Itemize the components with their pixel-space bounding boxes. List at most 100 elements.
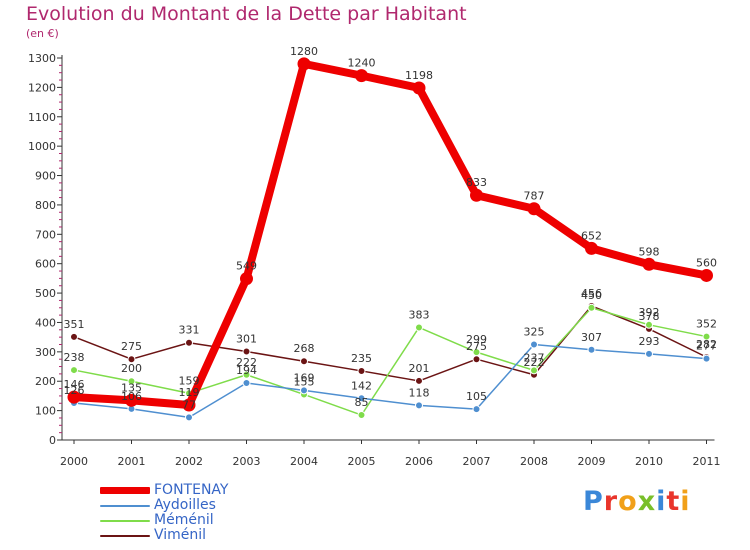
data-label: 119 xyxy=(179,386,200,399)
data-label: 331 xyxy=(179,324,200,337)
data-point xyxy=(472,355,481,364)
data-label: 833 xyxy=(466,176,487,189)
x-tick-label: 2005 xyxy=(348,455,376,468)
data-label: 598 xyxy=(639,245,660,258)
x-tick-label: 2004 xyxy=(290,455,318,468)
data-label: 277 xyxy=(696,340,717,353)
data-label: 456 xyxy=(581,287,602,300)
data-label: 450 xyxy=(581,289,602,302)
data-point xyxy=(355,69,368,83)
data-label: 293 xyxy=(639,335,660,348)
data-point xyxy=(645,320,653,329)
data-label: 282 xyxy=(696,338,717,351)
y-tick-label: 500 xyxy=(35,287,56,300)
data-label: 85 xyxy=(355,396,369,409)
data-point xyxy=(700,268,713,282)
chart-subtitle: (en €) xyxy=(26,27,59,40)
data-label: 787 xyxy=(524,190,545,203)
data-point xyxy=(242,347,251,356)
data-point xyxy=(67,390,81,404)
data-point xyxy=(297,57,311,71)
data-point xyxy=(70,366,78,375)
data-label: 351 xyxy=(64,318,85,331)
data-point xyxy=(702,332,711,341)
data-label: 352 xyxy=(696,318,717,331)
data-point xyxy=(472,405,481,414)
data-point xyxy=(415,376,423,385)
legend-label-memenil: Méménil xyxy=(154,512,214,528)
data-label: 268 xyxy=(294,342,315,355)
data-point xyxy=(185,338,193,347)
x-tick-label: 2001 xyxy=(118,455,146,468)
data-point xyxy=(300,357,308,366)
data-point xyxy=(127,377,136,386)
data-point xyxy=(470,188,483,202)
y-tick-label: 0 xyxy=(49,434,56,447)
data-label: 275 xyxy=(121,340,142,353)
x-tick-label: 2002 xyxy=(175,455,203,468)
data-label: 118 xyxy=(409,386,430,399)
data-point xyxy=(357,366,366,375)
logo-letter: P xyxy=(583,486,604,517)
y-tick-label: 200 xyxy=(35,375,56,388)
data-label: 194 xyxy=(236,364,257,377)
x-tick-label: 2011 xyxy=(693,455,721,468)
data-label: 169 xyxy=(294,371,315,384)
y-tick-label: 300 xyxy=(35,346,56,359)
y-tick-label: 900 xyxy=(35,170,56,183)
chart-title: Evolution du Montant de la Dette par Hab… xyxy=(26,3,467,25)
y-tick-label: 400 xyxy=(35,316,56,329)
data-label: 77 xyxy=(182,398,196,411)
legend-label-aydoilles: Aydoilles xyxy=(154,497,216,513)
y-tick-label: 800 xyxy=(35,199,56,212)
data-point xyxy=(242,378,251,387)
x-tick-label: 2009 xyxy=(578,455,606,468)
data-point xyxy=(530,340,538,349)
data-label: 222 xyxy=(524,356,545,369)
data-label: 106 xyxy=(121,390,142,403)
legend-label-fontenay: FONTENAY xyxy=(154,482,229,498)
y-tick-label: 1100 xyxy=(28,111,56,124)
legend-item-vimenil: Viménil xyxy=(100,528,228,543)
legend: FONTENAY Aydoilles Méménil Viménil xyxy=(100,483,228,543)
x-tick-label: 2003 xyxy=(233,455,261,468)
data-label: 275 xyxy=(466,340,487,353)
series-line-viménil xyxy=(73,305,708,382)
data-label: 201 xyxy=(409,362,430,375)
data-point xyxy=(642,257,656,271)
y-tick-label: 1000 xyxy=(28,140,56,153)
legend-item-fontenay: FONTENAY xyxy=(100,483,228,498)
y-tick-label: 600 xyxy=(35,258,56,271)
data-point xyxy=(645,349,653,358)
data-label: 200 xyxy=(121,362,142,375)
logo-letter: i xyxy=(656,486,667,517)
data-label: 222 xyxy=(236,356,257,369)
data-label: 159 xyxy=(179,374,200,387)
data-label: 378 xyxy=(639,310,660,323)
legend-swatch-memenil xyxy=(100,519,150,522)
data-label: 307 xyxy=(581,331,602,344)
data-label: 549 xyxy=(236,260,257,273)
y-tick-label: 1300 xyxy=(28,52,56,65)
legend-item-memenil: Méménil xyxy=(100,513,228,528)
data-label: 238 xyxy=(64,351,85,364)
data-label: 237 xyxy=(524,351,545,364)
data-label: 142 xyxy=(351,379,372,392)
data-point xyxy=(300,386,308,395)
logo-letter: i xyxy=(680,486,691,517)
legend-swatch-vimenil xyxy=(100,534,150,537)
data-label: 652 xyxy=(581,229,602,242)
data-point xyxy=(472,348,481,357)
series-line-aydoilles xyxy=(73,343,708,419)
data-point xyxy=(587,303,596,312)
y-tick-label: 700 xyxy=(35,228,56,241)
data-point xyxy=(702,354,711,363)
y-tick-label: 1200 xyxy=(28,81,56,94)
data-point xyxy=(125,393,138,407)
data-point xyxy=(242,370,251,379)
x-tick-label: 2010 xyxy=(635,455,663,468)
data-label: 392 xyxy=(639,306,660,319)
data-point xyxy=(527,202,541,216)
logo-letter: x xyxy=(637,486,657,517)
